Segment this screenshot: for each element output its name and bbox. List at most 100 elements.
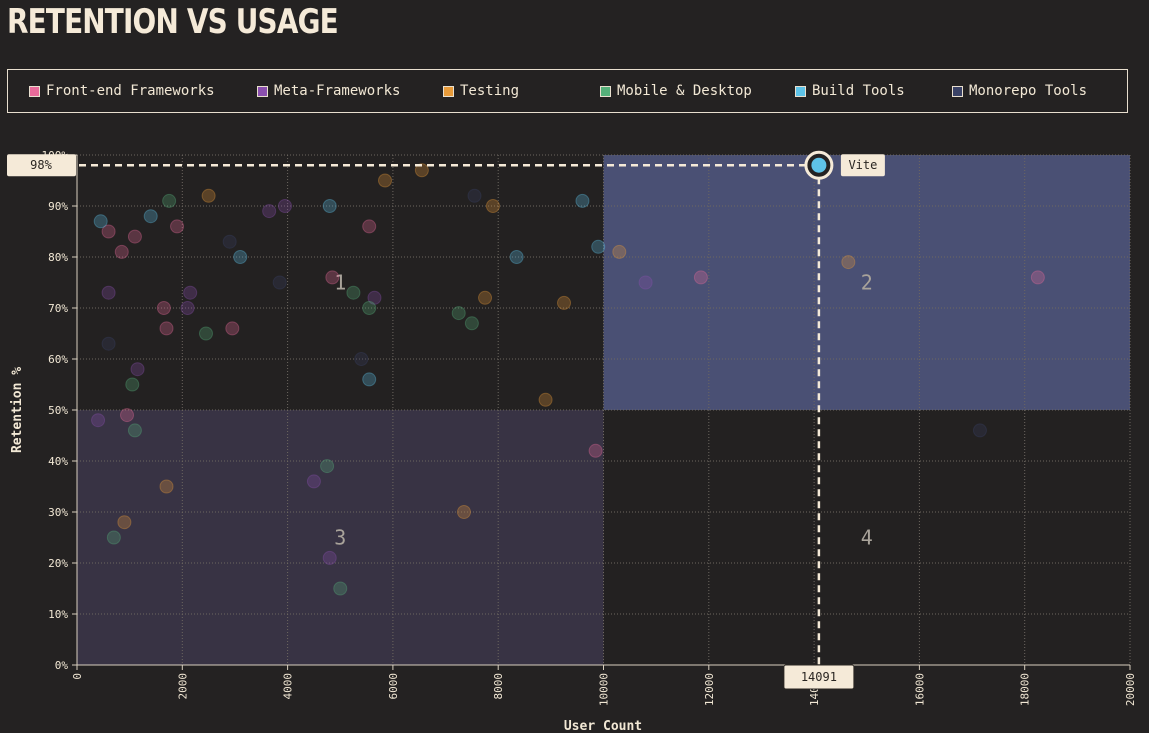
y-tick-label: 40%	[48, 455, 68, 468]
data-point	[325, 270, 340, 285]
legend-item-mobile-desktop[interactable]: Mobile & Desktop	[600, 83, 752, 99]
y-tick-label: 70%	[48, 302, 68, 315]
legend-label: Mobile & Desktop	[617, 83, 752, 99]
data-point	[378, 173, 393, 188]
highlight-name-badge	[840, 154, 885, 177]
data-point	[272, 275, 287, 290]
data-point	[1030, 270, 1045, 285]
quadrant-label: 4	[861, 526, 873, 550]
legend-swatch	[257, 85, 268, 97]
data-point	[125, 377, 140, 392]
legend-swatch	[795, 85, 806, 97]
legend-item-testing[interactable]: Testing	[443, 83, 519, 99]
data-point	[277, 199, 292, 213]
data-point	[320, 459, 335, 474]
data-point	[143, 209, 158, 224]
data-point	[162, 193, 177, 208]
data-point	[101, 285, 116, 300]
x-tick-label: 6000	[387, 673, 400, 700]
data-point	[93, 214, 108, 229]
data-point	[333, 581, 348, 596]
data-point	[367, 290, 382, 305]
legend-item-monorepo-tools[interactable]: Monorepo Tools	[952, 83, 1087, 99]
legend-item-meta-frameworks[interactable]: Meta-Frameworks	[257, 83, 400, 99]
data-point	[198, 326, 213, 341]
data-point	[612, 244, 627, 259]
quadrant-label: 2	[861, 271, 873, 295]
data-point	[588, 443, 603, 458]
data-point	[114, 244, 129, 259]
data-point	[159, 479, 174, 494]
legend-label: Monorepo Tools	[969, 83, 1088, 99]
highlight-y-badge	[7, 154, 76, 177]
data-point	[464, 316, 479, 331]
quadrant-label: 3	[334, 526, 346, 550]
legend-label: Front-end Frameworks	[46, 83, 215, 99]
legend: Front-end Frameworks Meta-Frameworks Tes…	[7, 69, 1128, 113]
data-point	[322, 550, 337, 565]
data-point	[120, 408, 135, 423]
x-tick-label: 2000	[176, 673, 189, 700]
data-point	[346, 285, 361, 300]
legend-swatch	[952, 85, 963, 97]
x-tick-label: 0	[71, 673, 84, 680]
data-point	[127, 229, 142, 244]
data-point	[972, 423, 987, 438]
data-point	[91, 413, 106, 428]
highlight-name-label: Vite	[848, 158, 877, 172]
data-point	[538, 392, 553, 407]
legend-label: Testing	[460, 83, 520, 99]
data-point	[170, 219, 185, 234]
y-tick-label: 60%	[48, 353, 68, 366]
data-point	[557, 295, 572, 310]
quadrant-2-area	[603, 155, 1130, 410]
data-point	[638, 275, 653, 290]
data-point	[575, 193, 590, 208]
quadrant-1-area	[77, 155, 604, 410]
y-axis-title: Retention %	[10, 367, 25, 453]
legend-item-front-end-frameworks[interactable]: Front-end Frameworks	[29, 83, 215, 99]
quadrant-label: 1	[334, 271, 346, 295]
data-point	[306, 474, 321, 489]
data-point	[362, 372, 377, 387]
data-point	[322, 199, 337, 213]
data-point	[693, 270, 708, 285]
highlight-point	[811, 157, 827, 173]
data-point	[591, 239, 606, 254]
legend-swatch	[29, 85, 40, 97]
data-point	[106, 530, 121, 545]
y-tick-label: 80%	[48, 251, 68, 264]
legend-swatch	[600, 85, 611, 97]
data-point	[159, 321, 174, 336]
y-tick-label: 20%	[48, 557, 68, 570]
data-point	[354, 352, 369, 366]
data-point	[362, 219, 377, 234]
data-point	[362, 301, 377, 315]
data-point	[467, 188, 482, 203]
data-point	[841, 255, 856, 270]
data-point	[201, 188, 216, 203]
data-point	[262, 204, 277, 219]
y-tick-label: 50%	[48, 404, 68, 417]
y-tick-label: 90%	[48, 200, 68, 213]
data-point	[183, 285, 198, 300]
x-tick-label: 10000	[598, 673, 611, 706]
legend-item-build-tools[interactable]: Build Tools	[795, 83, 905, 99]
data-point	[414, 163, 429, 178]
legend-label: Build Tools	[812, 83, 905, 99]
quadrant-4-area	[603, 410, 1130, 665]
data-point	[156, 301, 171, 315]
data-point	[127, 423, 142, 438]
data-point	[451, 306, 466, 321]
data-point	[509, 250, 524, 264]
page-title: RETENTION VS USAGE	[7, 2, 339, 42]
x-tick-label: 4000	[282, 673, 295, 700]
highlight-y-label: 98%	[30, 158, 52, 172]
data-point	[117, 515, 132, 530]
data-point	[130, 362, 145, 377]
data-point	[101, 336, 116, 351]
data-point	[478, 290, 493, 305]
data-point	[180, 301, 195, 315]
y-tick-label: 10%	[48, 608, 68, 621]
